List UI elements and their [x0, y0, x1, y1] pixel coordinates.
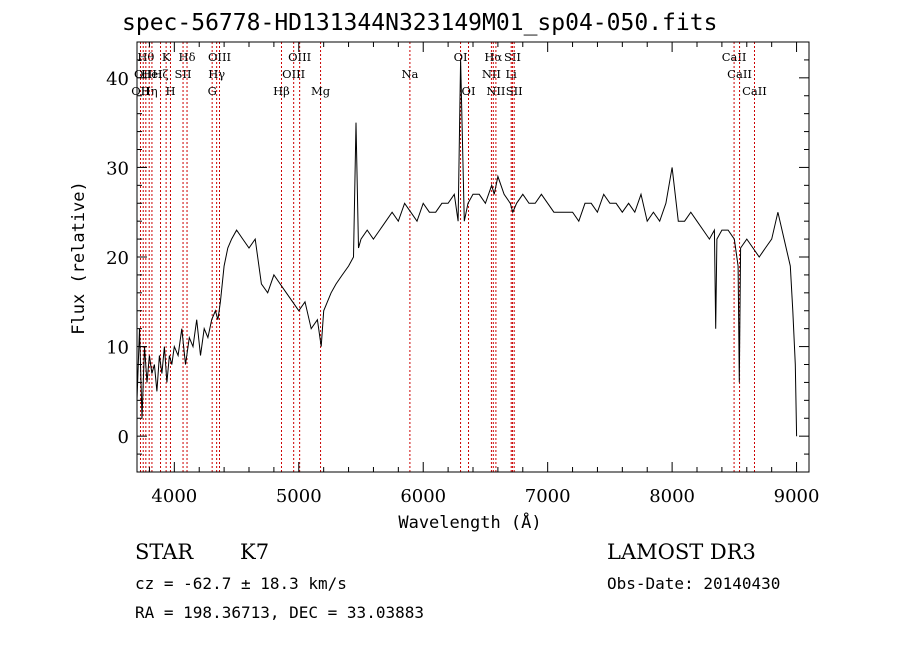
- x-tick-label-1: 5000: [276, 486, 322, 507]
- line-label-0: OII: [131, 84, 150, 98]
- y-tick-label-4: 40: [106, 69, 129, 90]
- line-label-20: NII: [482, 67, 501, 81]
- y-tick-label-2: 20: [106, 248, 129, 269]
- axes: 4000 5000 6000 7000 8000 9000 0 10 20 30 40: [106, 42, 819, 507]
- line-label-23: Li: [506, 67, 518, 81]
- line-label-10: G: [208, 84, 217, 98]
- line-label-26: CaII: [722, 50, 747, 64]
- x-axis-label: Wavelength (Å): [398, 511, 541, 533]
- line-label-5: Hζ: [152, 67, 168, 81]
- spectrum-layer: [136, 59, 798, 437]
- x-tick-label-0: 4000: [151, 486, 197, 507]
- spectrum-line: [136, 59, 798, 437]
- line-label-27: CaII: [727, 67, 752, 81]
- x-tick-label-3: 7000: [525, 486, 571, 507]
- x-tick-label-5: 9000: [774, 486, 820, 507]
- line-label-18: OI: [454, 50, 468, 64]
- coordinates: RA = 198.36713, DEC = 33.03883: [135, 603, 424, 622]
- line-label-3: Hη: [141, 84, 158, 98]
- plot-frame: [136, 41, 810, 473]
- line-label-6: K: [162, 50, 171, 64]
- line-label-22: NII: [486, 84, 505, 98]
- line-label-13: Hβ: [273, 84, 290, 98]
- y-tick-label-3: 30: [106, 158, 129, 179]
- line-label-28: CaII: [742, 84, 767, 98]
- line-label-12: OIII: [208, 50, 231, 64]
- y-axis-label: Flux (relative): [69, 181, 89, 335]
- x-tick-label-4: 8000: [649, 486, 695, 507]
- line-label-16: Mg: [311, 84, 331, 98]
- y-tick-label-0: 0: [118, 427, 129, 448]
- line-label-2: Hθ: [137, 50, 154, 64]
- line-label-8: SII: [175, 67, 192, 81]
- line-label-25: SII: [506, 84, 523, 98]
- y-tick-label-1: 10: [106, 338, 129, 359]
- redshift-text: cz = -62.7 ± 18.3 km/s: [135, 574, 347, 593]
- line-label-9: Hδ: [179, 50, 196, 64]
- survey-name: LAMOST DR3: [607, 540, 756, 564]
- x-tick-label-2: 6000: [400, 486, 446, 507]
- line-label-21: Hα: [484, 50, 502, 64]
- line-label-17: Na: [401, 67, 418, 81]
- object-class: STAR: [135, 540, 194, 564]
- chart-title: spec-56778-HD131344N323149M01_sp04-050.f…: [122, 10, 718, 36]
- line-label-7: H: [165, 84, 175, 98]
- line-label-14: OIII: [282, 67, 305, 81]
- line-label-19: OI: [462, 84, 476, 98]
- line-label-24: SII: [504, 50, 521, 64]
- line-label-15: OIII: [288, 50, 311, 64]
- line-label-11: Hγ: [208, 67, 225, 81]
- emission-line-markers: OIIOIIHθHηHeIHζKHSIIHδGHγOIIIHβOIIIOIIIM…: [131, 42, 767, 472]
- object-subclass: K7: [240, 540, 270, 564]
- obs-date: Obs-Date: 20140430: [607, 574, 781, 593]
